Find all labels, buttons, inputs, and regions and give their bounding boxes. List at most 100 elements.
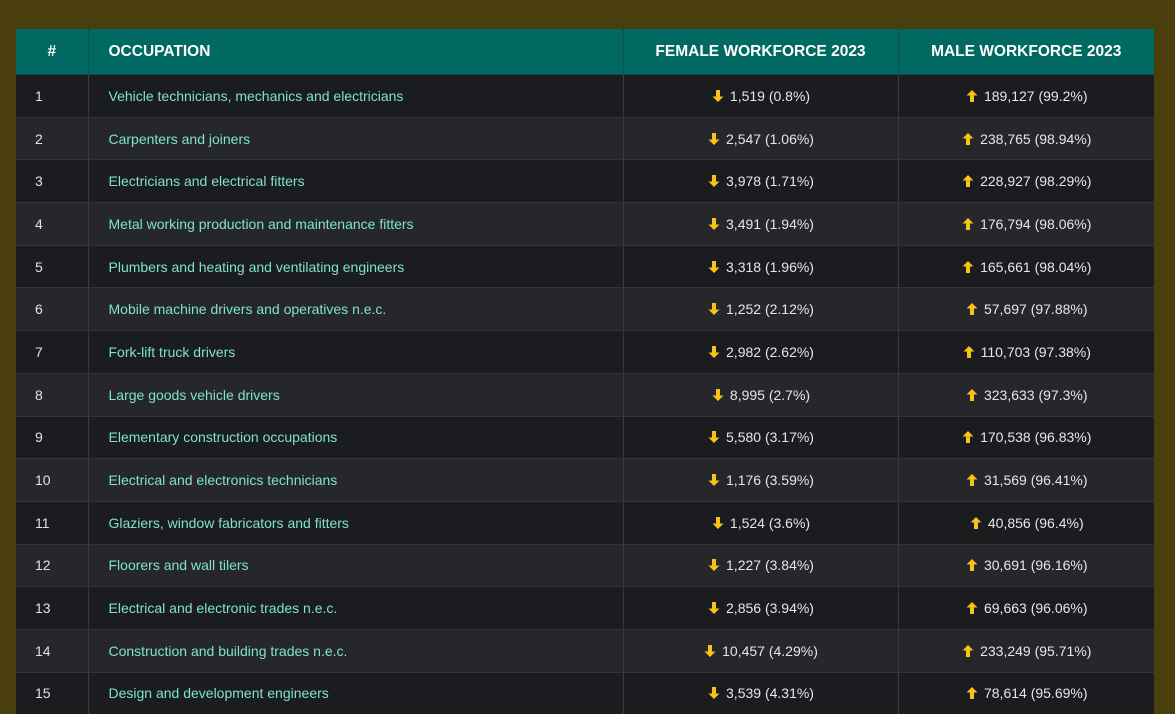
male-workforce-cell: 31,569 (96.41%) bbox=[898, 458, 1154, 502]
male-workforce-value: 238,765 (98.94%) bbox=[980, 130, 1092, 147]
occupation-link[interactable]: Metal working production and maintenance… bbox=[108, 215, 414, 232]
male-workforce-value: 176,794 (98.06%) bbox=[980, 215, 1092, 232]
male-workforce-cell: 78,614 (95.69%) bbox=[898, 672, 1154, 714]
rank-cell: 1 bbox=[16, 74, 89, 118]
occupation-cell: Carpenters and joiners bbox=[88, 117, 624, 161]
female-workforce-cell: 3,318 (1.96%) bbox=[623, 245, 899, 289]
occupation-cell: Metal working production and maintenance… bbox=[88, 202, 624, 246]
male-workforce-cell: 189,127 (99.2%) bbox=[898, 74, 1154, 118]
arrow-up-icon bbox=[961, 174, 975, 188]
arrow-down-icon bbox=[707, 260, 721, 274]
table-row: 13 Electrical and electronic trades n.e.… bbox=[16, 586, 1154, 630]
male-workforce-cell: 40,856 (96.4%) bbox=[898, 501, 1154, 545]
male-workforce-value: 40,856 (96.4%) bbox=[987, 514, 1084, 531]
table-row: 4 Metal working production and maintenan… bbox=[16, 202, 1154, 246]
occupation-link[interactable]: Large goods vehicle drivers bbox=[108, 386, 280, 403]
occupation-link[interactable]: Elementary construction occupations bbox=[108, 429, 338, 446]
male-workforce-cell: 176,794 (98.06%) bbox=[898, 202, 1154, 246]
female-workforce-value: 10,457 (4.29%) bbox=[722, 642, 818, 659]
occupation-cell: Electricians and electrical fitters bbox=[88, 159, 624, 204]
table-row: 8 Large goods vehicle drivers 8,995 (2.7… bbox=[16, 373, 1154, 417]
arrow-down-icon bbox=[707, 217, 721, 231]
workforce-table: # OCCUPATION FEMALE WORKFORCE 2023 MALE … bbox=[16, 29, 1154, 714]
occupation-cell: Plumbers and heating and ventilating eng… bbox=[88, 245, 624, 289]
female-workforce-cell: 1,524 (3.6%) bbox=[623, 501, 899, 545]
occupation-cell: Mobile machine drivers and operatives n.… bbox=[88, 287, 624, 332]
occupation-link[interactable]: Construction and building trades n.e.c. bbox=[108, 642, 348, 659]
column-header-male-workforce[interactable]: MALE WORKFORCE 2023 bbox=[898, 29, 1154, 75]
male-workforce-value: 165,661 (98.04%) bbox=[980, 258, 1092, 275]
arrow-down-icon bbox=[707, 601, 721, 615]
occupation-link[interactable]: Plumbers and heating and ventilating eng… bbox=[108, 258, 405, 275]
arrow-up-icon bbox=[961, 217, 975, 231]
occupation-link[interactable]: Design and development engineers bbox=[108, 685, 329, 702]
male-workforce-cell: 170,538 (96.83%) bbox=[898, 416, 1154, 460]
male-workforce-value: 228,927 (98.29%) bbox=[980, 173, 1092, 190]
arrow-up-icon bbox=[961, 260, 975, 274]
column-header-female-workforce[interactable]: FEMALE WORKFORCE 2023 bbox=[623, 29, 899, 75]
female-workforce-value: 1,524 (3.6%) bbox=[729, 514, 811, 531]
arrow-down-icon bbox=[707, 686, 721, 700]
male-workforce-value: 233,249 (95.71%) bbox=[980, 642, 1092, 659]
female-workforce-cell: 2,982 (2.62%) bbox=[623, 330, 899, 374]
occupation-link[interactable]: Carpenters and joiners bbox=[108, 130, 251, 147]
occupation-link[interactable]: Floorers and wall tilers bbox=[108, 557, 249, 574]
rank-cell: 8 bbox=[16, 373, 89, 417]
arrow-up-icon bbox=[965, 601, 979, 615]
male-workforce-value: 170,538 (96.83%) bbox=[980, 429, 1092, 446]
arrow-down-icon bbox=[707, 430, 721, 444]
occupation-cell: Vehicle technicians, mechanics and elect… bbox=[88, 74, 624, 118]
occupation-link[interactable]: Electricians and electrical fitters bbox=[108, 173, 305, 190]
occupation-cell: Elementary construction occupations bbox=[88, 416, 624, 460]
female-workforce-value: 3,318 (1.96%) bbox=[726, 258, 814, 275]
occupation-cell: Fork-lift truck drivers bbox=[88, 330, 624, 374]
rank-cell: 6 bbox=[16, 287, 89, 332]
female-workforce-cell: 10,457 (4.29%) bbox=[623, 629, 899, 673]
rank-cell: 14 bbox=[16, 629, 89, 673]
arrow-up-icon bbox=[962, 345, 976, 359]
male-workforce-cell: 323,633 (97.3%) bbox=[898, 373, 1154, 417]
arrow-down-icon bbox=[711, 516, 725, 530]
header-row: # OCCUPATION FEMALE WORKFORCE 2023 MALE … bbox=[16, 29, 1154, 75]
rank-cell: 15 bbox=[16, 672, 89, 714]
male-workforce-value: 31,569 (96.41%) bbox=[983, 472, 1088, 489]
table-row: 9 Elementary construction occupations 5,… bbox=[16, 416, 1154, 460]
male-workforce-value: 189,127 (99.2%) bbox=[983, 87, 1088, 104]
occupation-link[interactable]: Electrical and electronics technicians bbox=[108, 472, 338, 489]
occupation-link[interactable]: Electrical and electronic trades n.e.c. bbox=[108, 600, 338, 617]
occupation-link[interactable]: Mobile machine drivers and operatives n.… bbox=[108, 301, 387, 318]
rank-cell: 9 bbox=[16, 416, 89, 460]
arrow-up-icon bbox=[961, 430, 975, 444]
table-row: 3 Electricians and electrical fitters 3,… bbox=[16, 159, 1154, 204]
female-workforce-value: 2,982 (2.62%) bbox=[726, 343, 814, 360]
female-workforce-value: 1,176 (3.59%) bbox=[726, 472, 814, 489]
male-workforce-value: 57,697 (97.88%) bbox=[983, 301, 1088, 318]
female-workforce-value: 3,491 (1.94%) bbox=[726, 215, 814, 232]
male-workforce-cell: 110,703 (97.38%) bbox=[898, 330, 1154, 374]
rank-cell: 3 bbox=[16, 159, 89, 204]
arrow-up-icon bbox=[965, 388, 979, 402]
table-row: 12 Floorers and wall tilers 1,227 (3.84%… bbox=[16, 544, 1154, 588]
male-workforce-cell: 228,927 (98.29%) bbox=[898, 159, 1154, 204]
female-workforce-value: 2,547 (1.06%) bbox=[726, 130, 814, 147]
rank-cell: 13 bbox=[16, 586, 89, 630]
male-workforce-cell: 69,663 (96.06%) bbox=[898, 586, 1154, 630]
male-workforce-cell: 30,691 (96.16%) bbox=[898, 544, 1154, 588]
female-workforce-value: 2,856 (3.94%) bbox=[726, 600, 814, 617]
occupation-cell: Electrical and electronics technicians bbox=[88, 458, 624, 502]
female-workforce-cell: 1,252 (2.12%) bbox=[623, 287, 899, 332]
female-workforce-value: 1,227 (3.84%) bbox=[726, 557, 814, 574]
occupation-link[interactable]: Fork-lift truck drivers bbox=[108, 343, 236, 360]
column-header-rank[interactable]: # bbox=[16, 29, 89, 75]
column-header-occupation[interactable]: OCCUPATION bbox=[88, 29, 624, 75]
table-row: 10 Electrical and electronics technician… bbox=[16, 458, 1154, 502]
table-row: 2 Carpenters and joiners 2,547 (1.06%) 2… bbox=[16, 117, 1154, 161]
occupation-link[interactable]: Vehicle technicians, mechanics and elect… bbox=[108, 87, 404, 104]
occupation-link[interactable]: Glaziers, window fabricators and fitters bbox=[108, 514, 349, 531]
female-workforce-cell: 5,580 (3.17%) bbox=[623, 416, 899, 460]
female-workforce-cell: 1,227 (3.84%) bbox=[623, 544, 899, 588]
rank-cell: 2 bbox=[16, 117, 89, 161]
male-workforce-value: 110,703 (97.38%) bbox=[980, 343, 1091, 360]
female-workforce-cell: 2,547 (1.06%) bbox=[623, 117, 899, 161]
occupation-cell: Construction and building trades n.e.c. bbox=[88, 629, 624, 673]
